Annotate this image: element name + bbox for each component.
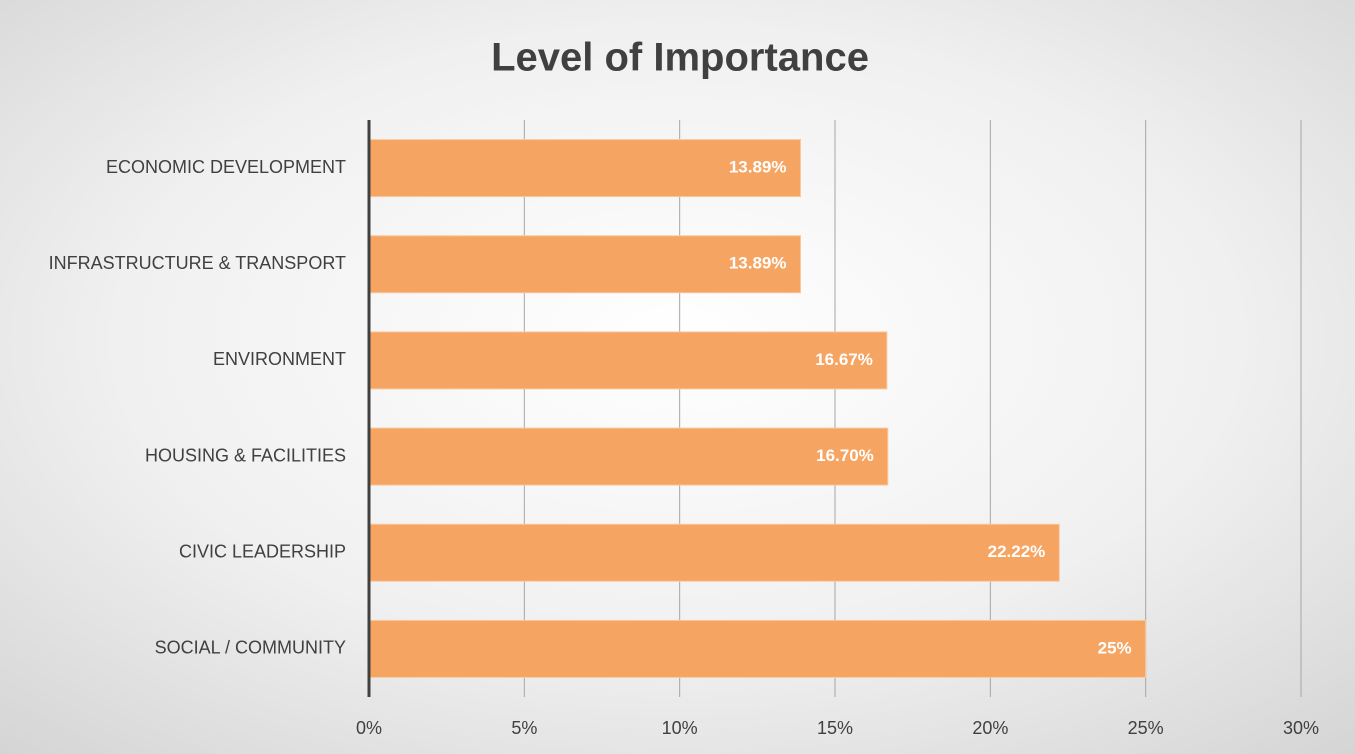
- bar: [368, 139, 802, 198]
- x-tick-label: 25%: [1128, 718, 1164, 738]
- y-tick-label: ECONOMIC DEVELOPMENT: [106, 157, 346, 177]
- data-label: 16.67%: [815, 350, 873, 369]
- y-tick-label: CIVIC LEADERSHIP: [179, 542, 346, 562]
- bar: [368, 523, 1060, 582]
- x-tick-label: 10%: [662, 718, 698, 738]
- data-label: 13.89%: [729, 254, 787, 273]
- data-label: 13.89%: [729, 158, 787, 177]
- x-tick-label: 0%: [356, 718, 382, 738]
- x-tick-label: 30%: [1283, 718, 1319, 738]
- x-tick-label: 15%: [817, 718, 853, 738]
- x-tick-label: 20%: [972, 718, 1008, 738]
- x-tick-label: 5%: [511, 718, 537, 738]
- y-tick-label: ENVIRONMENT: [213, 349, 346, 369]
- bar: [368, 619, 1147, 678]
- y-tick-label: HOUSING & FACILITIES: [145, 445, 346, 465]
- y-tick-label: INFRASTRUCTURE & TRANSPORT: [49, 253, 346, 273]
- data-label: 25%: [1098, 638, 1132, 657]
- chart-title: Level of Importance: [491, 36, 869, 80]
- y-tick-label: SOCIAL / COMMUNITY: [155, 638, 346, 658]
- data-label: 16.70%: [816, 446, 874, 465]
- bar: [368, 331, 888, 390]
- data-label: 22.22%: [988, 542, 1046, 561]
- bar: [368, 427, 889, 486]
